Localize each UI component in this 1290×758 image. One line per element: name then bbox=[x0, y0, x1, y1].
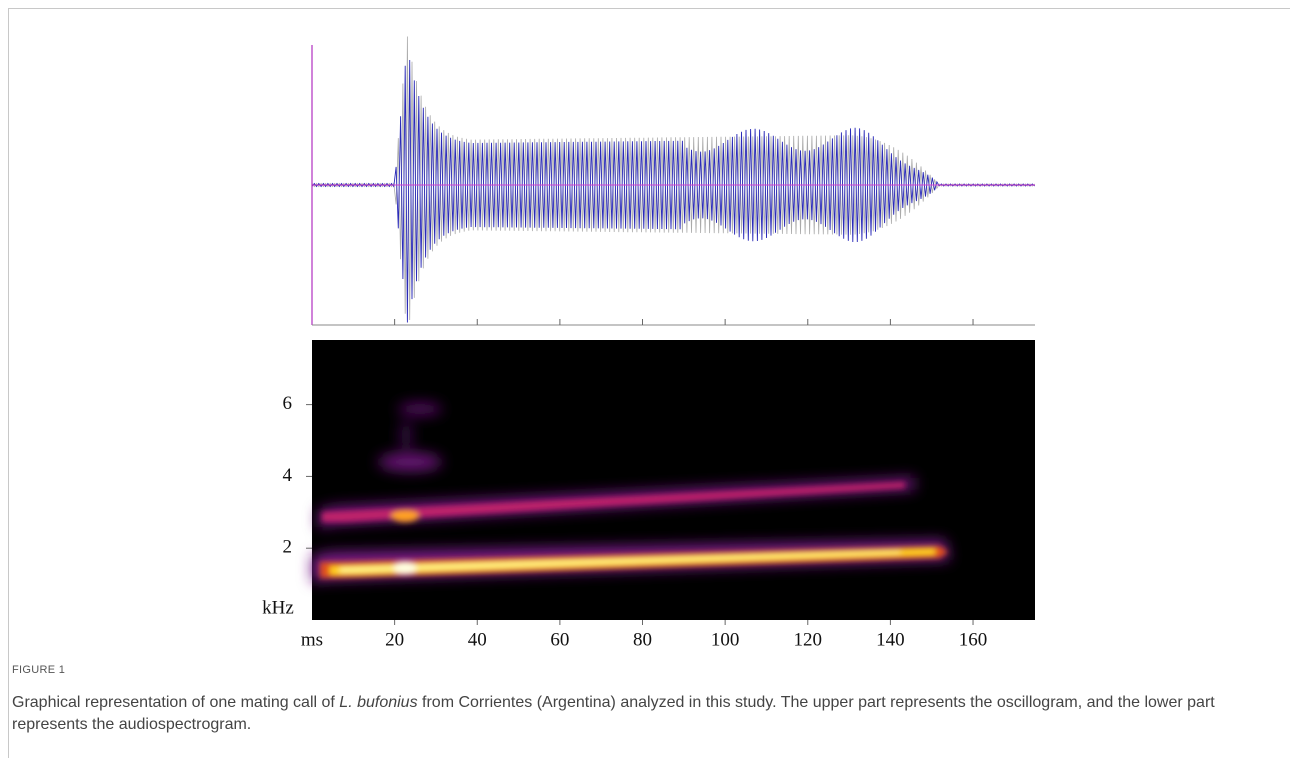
y-unit: kHz bbox=[262, 597, 294, 618]
x-tick-label: 60 bbox=[550, 629, 569, 650]
caption-species: L. bufonius bbox=[339, 694, 418, 711]
oscillogram bbox=[311, 36, 1035, 323]
spectrogram bbox=[312, 403, 950, 582]
waveform-shadow bbox=[311, 36, 1035, 321]
y-tick-label: 2 bbox=[283, 537, 293, 558]
figure-frame bbox=[8, 8, 1290, 758]
y-tick-label: 4 bbox=[283, 465, 293, 486]
caption-text: from Corrientes (Argentina) analyzed in … bbox=[12, 694, 1215, 733]
x-tick-label: 140 bbox=[876, 629, 905, 650]
figure-label: FIGURE 1 bbox=[12, 664, 66, 676]
waveform bbox=[311, 59, 1035, 323]
x-tick-label: 160 bbox=[959, 629, 988, 650]
y-tick-label: 6 bbox=[283, 393, 293, 414]
caption-text: Graphical representation of one mating c… bbox=[12, 694, 340, 711]
x-tick-label: 40 bbox=[468, 629, 487, 650]
x-tick-label: 80 bbox=[633, 629, 652, 650]
x-unit: ms bbox=[301, 629, 323, 650]
x-tick-label: 120 bbox=[794, 629, 823, 650]
figure-caption: Graphical representation of one mating c… bbox=[12, 692, 1242, 736]
figure: ms kHz 20 40 60 80 100 120 140 160 2 4 6 bbox=[262, 36, 1035, 650]
x-tick-label: 20 bbox=[385, 629, 404, 650]
spectrogram-background bbox=[312, 340, 1035, 620]
x-tick-label: 100 bbox=[711, 629, 740, 650]
